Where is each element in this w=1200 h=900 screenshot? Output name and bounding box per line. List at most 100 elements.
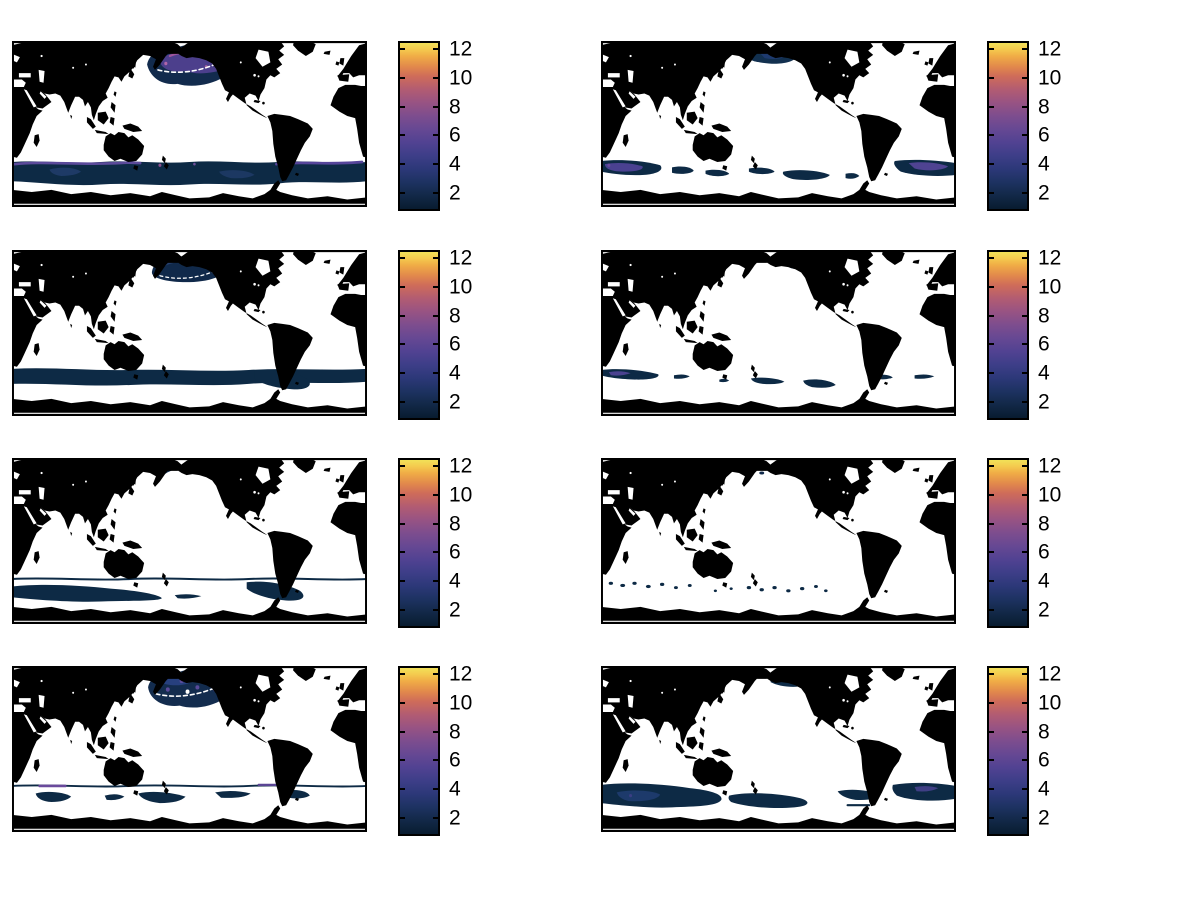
colorbar-tick: [989, 731, 994, 733]
colorbar-tick-label: 2: [449, 598, 461, 622]
colorbar-tick: [433, 551, 438, 553]
colorbar-tick-label: 10: [449, 275, 473, 299]
colorbar-tick: [1022, 77, 1027, 79]
colorbar-tick-label: 8: [449, 95, 461, 119]
colorbar-tick: [1022, 315, 1027, 317]
data-region: [814, 585, 818, 589]
colorbar-tick: [400, 731, 405, 733]
colorbar-tick: [433, 372, 438, 374]
colorbar-tick-label: 6: [1038, 123, 1050, 147]
colorbar-tick: [400, 286, 405, 288]
colorbar-tick: [400, 465, 405, 467]
colorbar-tick-label: 4: [449, 777, 461, 801]
map-panel-r3c1: [12, 458, 367, 624]
data-region: [687, 583, 692, 587]
colorbar-tick-label: 6: [449, 748, 461, 772]
colorbar-tick-label: 8: [449, 304, 461, 328]
colorbar-tick: [1022, 551, 1027, 553]
colorbar-tick: [989, 523, 994, 525]
axes-frame: [12, 458, 367, 624]
colorbar-tick: [1022, 580, 1027, 582]
data-region: [632, 581, 637, 585]
colorbar-tick-label: 2: [1038, 806, 1050, 830]
colorbar-tick: [400, 257, 405, 259]
colorbar-tick: [433, 580, 438, 582]
colorbar-r3c1: [398, 458, 440, 628]
data-region: [914, 374, 935, 379]
colorbar-tick: [989, 551, 994, 553]
data-region: [845, 173, 860, 179]
colorbar-tick: [400, 163, 405, 165]
colorbar-tick: [400, 609, 405, 611]
data-region: [908, 162, 949, 171]
colorbar-tick: [989, 48, 994, 50]
map-panel-r1c1: [12, 41, 367, 207]
colorbar-tick: [1022, 401, 1027, 403]
colorbar-r4c2: [987, 666, 1029, 836]
colorbar-tick: [989, 580, 994, 582]
colorbar-tick: [1022, 192, 1027, 194]
colorbar-tick-label: 10: [1038, 275, 1062, 299]
colorbar-tick: [433, 48, 438, 50]
colorbar-tick-label: 10: [449, 483, 473, 507]
colorbar-tick-label: 6: [1038, 540, 1050, 564]
colorbar-gradient: [989, 668, 1027, 834]
colorbar-tick-label: 12: [449, 246, 473, 270]
colorbar-tick-label: 8: [449, 720, 461, 744]
colorbar-tick-label: 12: [449, 37, 473, 61]
colorbar-tick-label: 10: [449, 66, 473, 90]
colorbar-tick: [989, 759, 994, 761]
data-region: [824, 589, 828, 593]
colorbar-tick-label: 10: [1038, 483, 1062, 507]
colorbar-gradient: [400, 668, 438, 834]
colorbar-tick: [989, 192, 994, 194]
colorbar-tick: [1022, 673, 1027, 675]
data-region: [759, 588, 764, 592]
data-region: [219, 170, 255, 179]
world-map-r4c2: [601, 666, 956, 832]
colorbar-tick-label: 2: [1038, 181, 1050, 205]
colorbar-tick: [433, 731, 438, 733]
colorbar-r2c2: [987, 250, 1029, 420]
colorbar-tick-label: 8: [449, 512, 461, 536]
colorbar-tick: [433, 343, 438, 345]
data-region: [673, 374, 690, 379]
colorbar-tick: [989, 673, 994, 675]
data-region: [138, 791, 186, 804]
colorbar-tick: [400, 106, 405, 108]
colorbar-tick: [433, 465, 438, 467]
world-map-r3c2: [601, 458, 956, 624]
colorbar-tick-label: 4: [449, 569, 461, 593]
colorbar-r1c2: [987, 41, 1029, 211]
data-region: [803, 379, 836, 388]
colorbar-tick-label: 10: [1038, 66, 1062, 90]
colorbar-tick-label: 2: [449, 806, 461, 830]
colorbar-tick: [1022, 163, 1027, 165]
colorbar-tick-label: 8: [1038, 304, 1050, 328]
axes-frame: [601, 41, 956, 207]
data-region: [164, 61, 168, 66]
colorbar-tick: [989, 343, 994, 345]
map-panel-r4c2: [601, 666, 956, 832]
colorbar-tick-label: 2: [1038, 598, 1050, 622]
data-region: [705, 169, 730, 177]
colorbar-tick: [400, 372, 405, 374]
colorbar-tick-label: 12: [1038, 246, 1062, 270]
colorbar-tick: [433, 759, 438, 761]
colorbar-tick: [1022, 817, 1027, 819]
colorbar-tick: [1022, 134, 1027, 136]
data-region: [604, 163, 643, 172]
data-region: [165, 687, 170, 692]
data-region: [195, 685, 200, 690]
colorbar-tick: [1022, 257, 1027, 259]
colorbar-tick-label: 4: [1038, 777, 1050, 801]
world-map-r2c1: [12, 250, 367, 416]
colorbar-tick-label: 12: [1038, 454, 1062, 478]
colorbar-r1c1: [398, 41, 440, 211]
world-map-r3c1: [12, 458, 367, 624]
data-region: [185, 689, 190, 694]
data-region: [914, 786, 939, 792]
colorbar-tick: [1022, 731, 1027, 733]
data-region: [12, 584, 162, 602]
data-region: [608, 581, 614, 585]
